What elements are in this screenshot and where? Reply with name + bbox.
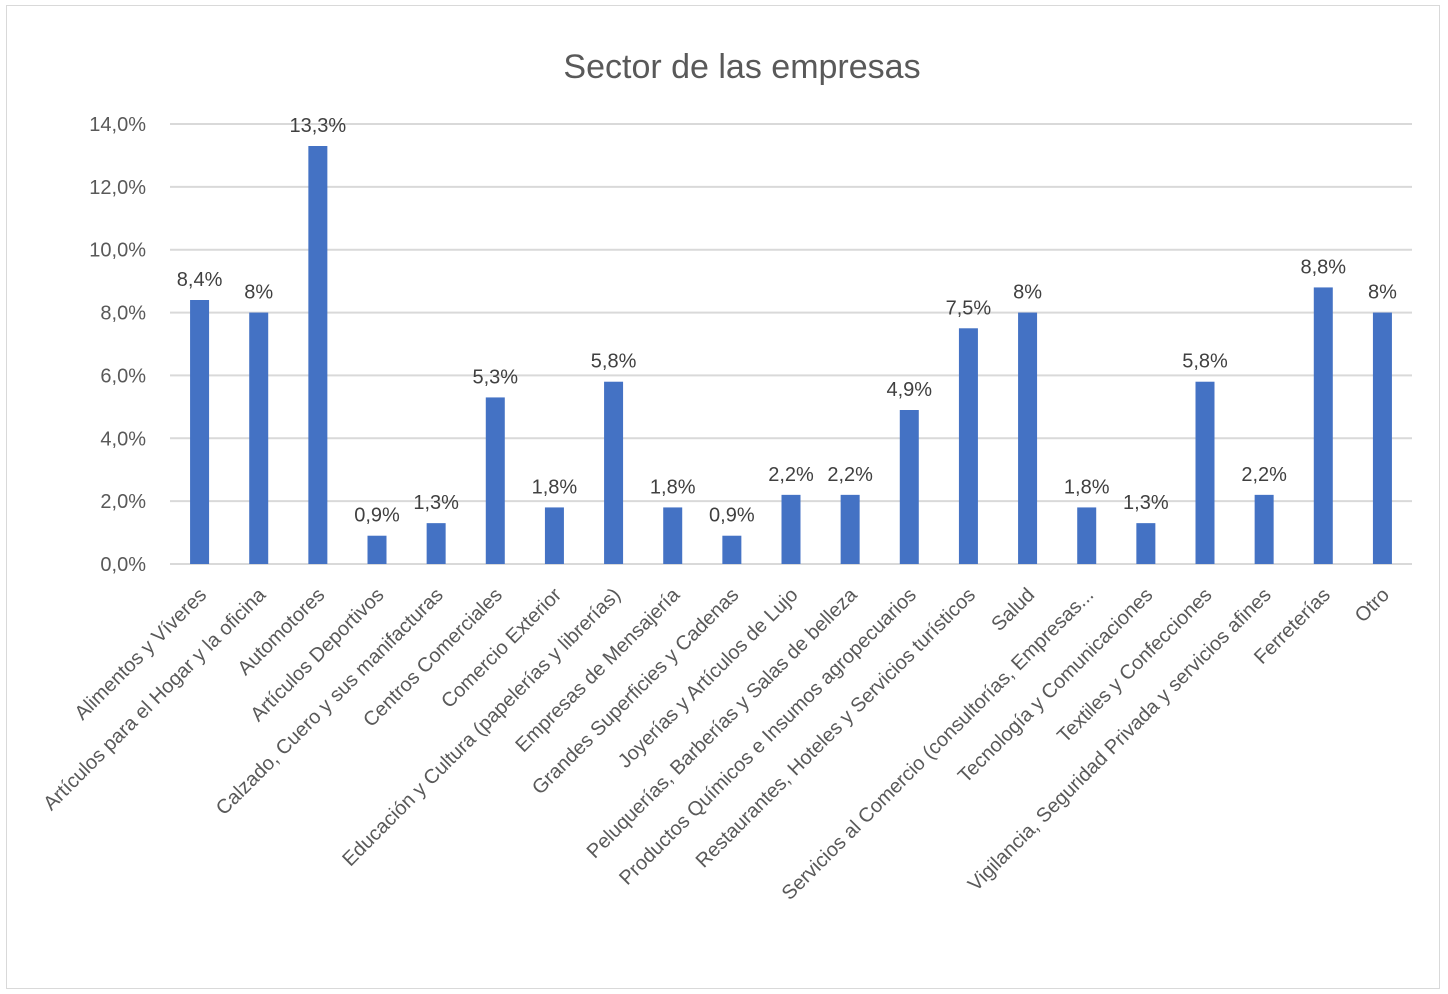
- data-label: 8%: [1368, 282, 1397, 304]
- bar: [249, 312, 269, 564]
- data-labels: 8,4% 8% 13,3% 0,9% 1,3% 5,3% 1,8% 5,8% 1,8% 0,9% 2…: [177, 115, 1397, 527]
- bar: [840, 494, 860, 564]
- data-label: 1,8%: [532, 476, 578, 498]
- y-axis-ticks: 0,0% 2,0% 4,0% 6,0% 8,0% 10,0% 12,0% 14,0%: [89, 114, 146, 576]
- bar: [544, 507, 564, 564]
- bar: [190, 300, 210, 564]
- data-label: 1,8%: [1064, 476, 1110, 498]
- x-tick-label: Otro: [1351, 584, 1394, 627]
- bar: [663, 507, 683, 564]
- bar: [604, 381, 624, 564]
- data-label: 2,2%: [1241, 464, 1287, 486]
- data-label: 8,8%: [1300, 256, 1346, 278]
- data-label: 2,2%: [827, 464, 873, 486]
- bar: [958, 328, 978, 564]
- bar: [1136, 523, 1156, 564]
- bar: [1195, 381, 1215, 564]
- y-tick-label: 2,0%: [100, 491, 146, 513]
- bar: [1372, 312, 1392, 564]
- y-tick-label: 10,0%: [89, 240, 146, 262]
- y-tick-label: 6,0%: [100, 365, 146, 387]
- data-label: 13,3%: [289, 115, 346, 137]
- bar: [781, 494, 801, 564]
- data-label: 5,8%: [1182, 351, 1228, 373]
- x-tick-label: Restaurantes, Hoteles y Servicios turíst…: [692, 584, 980, 872]
- bar: [1254, 494, 1274, 564]
- data-label: 5,3%: [472, 366, 518, 388]
- data-label: 4,9%: [886, 379, 932, 401]
- bar: [722, 535, 742, 564]
- y-tick-label: 12,0%: [89, 177, 146, 199]
- data-label: 8%: [1013, 282, 1042, 304]
- data-label: 5,8%: [591, 351, 637, 373]
- data-label: 8,4%: [177, 269, 223, 291]
- chart-title: Sector de las empresas: [563, 48, 920, 86]
- y-tick-label: 8,0%: [100, 303, 146, 325]
- data-label: 1,8%: [650, 476, 696, 498]
- y-tick-label: 0,0%: [100, 554, 146, 576]
- bar: [1313, 287, 1333, 564]
- data-label: 0,9%: [354, 505, 400, 527]
- bar: [308, 146, 328, 564]
- y-tick-label: 14,0%: [89, 114, 146, 136]
- y-tick-label: 4,0%: [100, 428, 146, 450]
- data-label: 1,3%: [1123, 492, 1169, 514]
- x-tick-label: Salud: [987, 584, 1039, 636]
- x-tick-label: Educación y Cultura (papelerías y librer…: [338, 584, 625, 871]
- bar: [485, 397, 505, 564]
- data-label: 1,3%: [413, 492, 459, 514]
- bars: [190, 146, 1392, 564]
- x-tick-label: Peluquerías, Barberías y Salas de bellez…: [583, 583, 863, 863]
- bar: [1077, 507, 1097, 564]
- bar: [426, 523, 446, 564]
- data-label: 2,2%: [768, 464, 814, 486]
- bar: [367, 535, 387, 564]
- data-label: 7,5%: [946, 297, 992, 319]
- bar: [1018, 312, 1038, 564]
- data-label: 0,9%: [709, 505, 755, 527]
- data-label: 8%: [244, 282, 273, 304]
- bar: [899, 410, 919, 564]
